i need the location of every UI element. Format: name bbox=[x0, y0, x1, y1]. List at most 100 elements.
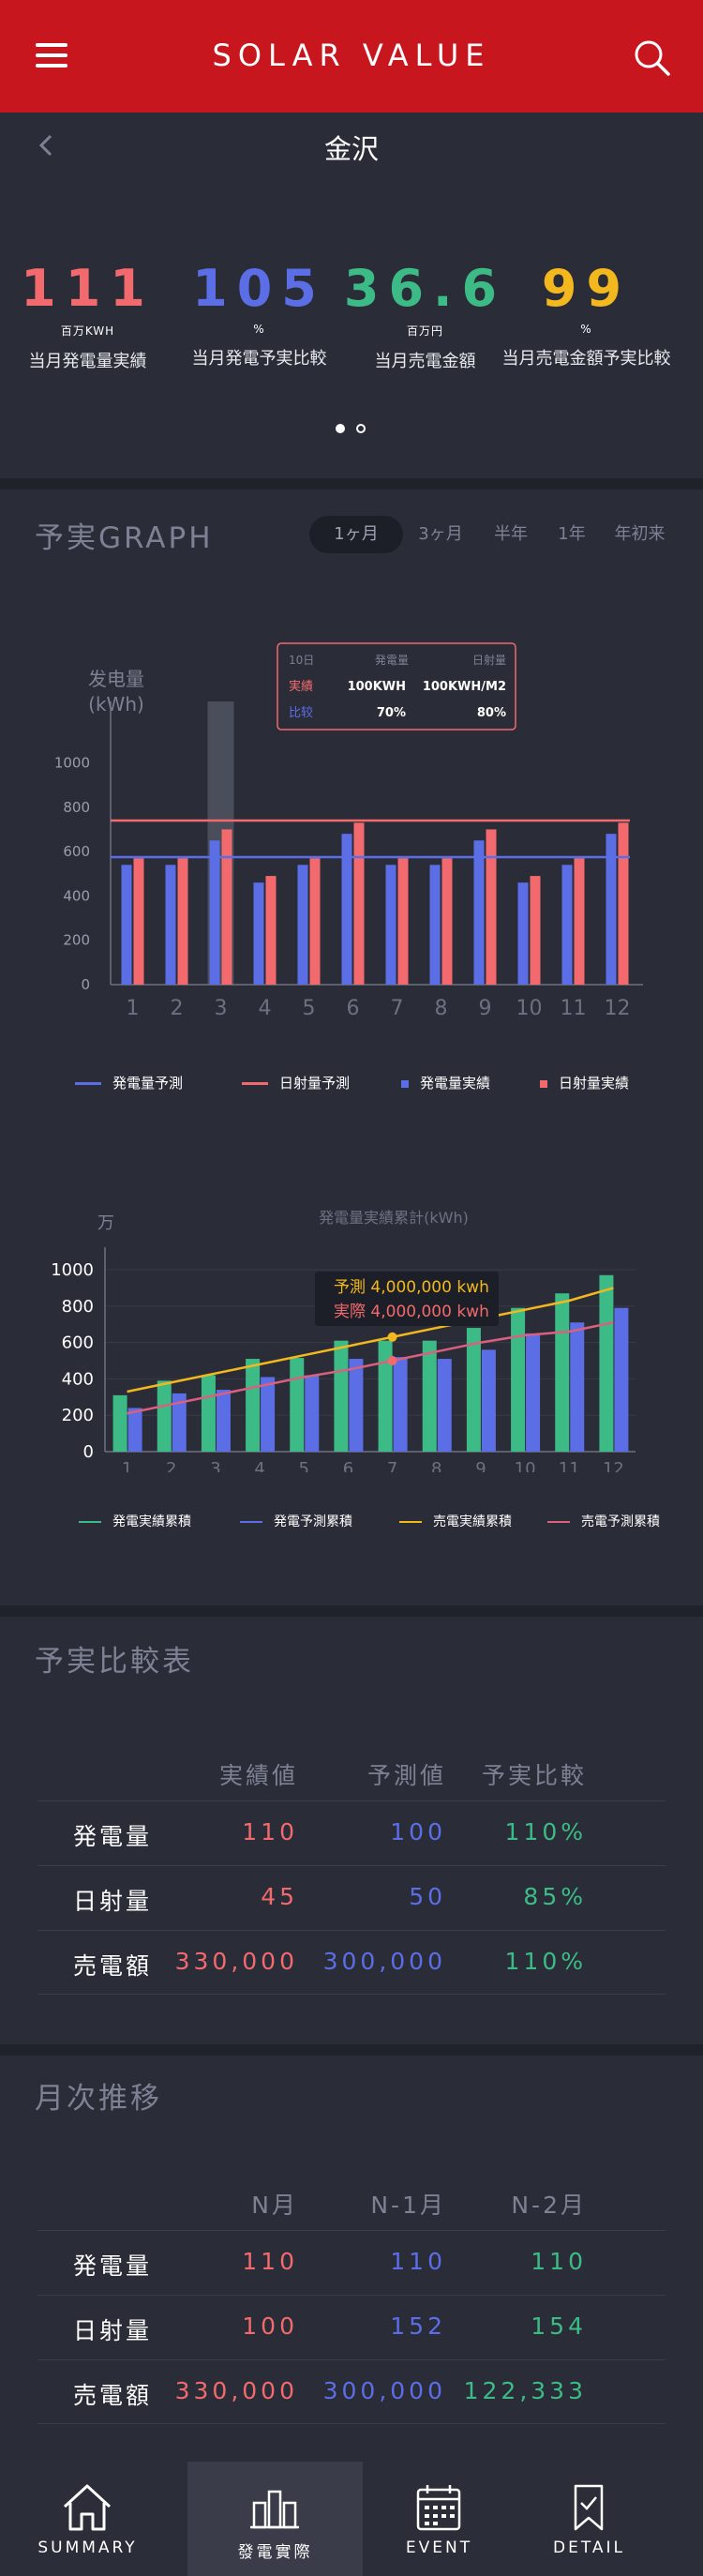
n-month-value: 330,000 bbox=[174, 2377, 298, 2404]
row-label: 売電額 bbox=[73, 1952, 153, 1980]
x-tick-label: 11 bbox=[561, 997, 587, 1020]
bar-発電量実績 bbox=[341, 834, 352, 985]
y-axis-label: 发电量 bbox=[88, 668, 144, 690]
bar-発電量実績 bbox=[429, 865, 441, 985]
nav-detail[interactable]: DETAIL bbox=[501, 2462, 677, 2576]
bar-日射量実績 bbox=[574, 858, 585, 985]
x-tick-label: 11 bbox=[559, 1459, 580, 1472]
x-tick-label: 10 bbox=[515, 1459, 536, 1472]
bar-発電量実績 bbox=[473, 840, 485, 985]
n-month-value: 110 bbox=[242, 2248, 298, 2275]
bar-日射量実績 bbox=[309, 858, 321, 985]
bar-発電量実績 bbox=[517, 882, 529, 985]
x-tick-label: 2 bbox=[166, 1459, 176, 1472]
n1-month-value: 152 bbox=[390, 2312, 446, 2340]
actual-value: 110 bbox=[242, 1818, 298, 1845]
x-tick-label: 5 bbox=[299, 1459, 309, 1472]
bar-発電実績累積 bbox=[157, 1380, 172, 1452]
x-tick-label: 4 bbox=[259, 997, 272, 1020]
y-tick-label: 600 bbox=[63, 843, 90, 860]
forecast-value: 50 bbox=[409, 1883, 446, 1910]
monthly-section-title: 月次推移 bbox=[35, 2082, 162, 2116]
tab-1-year[interactable]: 1年 bbox=[558, 524, 586, 544]
y-tick-label: 1000 bbox=[51, 1260, 94, 1280]
y-tick-label: 0 bbox=[83, 1442, 94, 1462]
tooltip-value: 80% bbox=[477, 706, 506, 720]
pager-dot-active[interactable] bbox=[336, 424, 345, 433]
comparison-table: 実績値 予測値 予実比較 発電量 110 100 110% 日射量 45 50 … bbox=[37, 1744, 666, 1995]
bar-発電量実績 bbox=[209, 840, 220, 985]
tab-1-month[interactable]: 1ヶ月 bbox=[309, 516, 403, 553]
bar-日射量実績 bbox=[265, 876, 277, 985]
pager-dot[interactable] bbox=[356, 424, 366, 433]
chart1-legend: 発電量予測 日射量予測 発電量実績 日射量実績 bbox=[0, 1069, 703, 1097]
chart-title: 発電量実績累計(kWh) bbox=[319, 1209, 469, 1227]
tooltip-marker bbox=[387, 1332, 397, 1342]
carousel-pager bbox=[332, 424, 373, 435]
bar-発電予測累積 bbox=[305, 1375, 320, 1452]
x-tick-label: 6 bbox=[347, 997, 360, 1020]
line-売電予測累積 bbox=[127, 1321, 614, 1415]
nav-generation-actual[interactable]: 發電實際 bbox=[187, 2462, 363, 2576]
chevron-left-icon[interactable] bbox=[32, 131, 60, 159]
table-row: 売電額 330,000 300,000 122,333 bbox=[37, 2359, 666, 2424]
ratio-value: 110% bbox=[504, 1948, 587, 1975]
n1-month-value: 110 bbox=[390, 2248, 446, 2275]
x-tick-label: 7 bbox=[387, 1459, 397, 1472]
period-tabs: 1ヶ月 3ヶ月 半年 1年 年初来 bbox=[309, 516, 680, 553]
bar-発電量実績 bbox=[253, 882, 264, 985]
kpi-value: 36.6 bbox=[343, 259, 507, 318]
bar-発電量実績 bbox=[385, 865, 396, 985]
tab-half-year[interactable]: 半年 bbox=[494, 524, 528, 544]
bar-発電量実績 bbox=[561, 865, 573, 985]
bar-発電実績累積 bbox=[599, 1274, 614, 1452]
tooltip-row: 予測 4,000,000 kwh bbox=[334, 1278, 489, 1297]
bar-発電予測累積 bbox=[127, 1408, 142, 1452]
section-divider bbox=[0, 1605, 703, 1617]
nav-event[interactable]: EVENT bbox=[352, 2462, 527, 2576]
column-header: N-1月 bbox=[370, 2192, 446, 2219]
nav-label: DETAIL bbox=[552, 2538, 625, 2557]
tooltip-header: 日射量 bbox=[472, 653, 506, 667]
kpi-label: 当月売電金額 bbox=[374, 352, 476, 371]
bar-発電実績累積 bbox=[422, 1340, 437, 1452]
bar-発電量実績 bbox=[606, 834, 617, 985]
tab-year-to-date[interactable]: 年初来 bbox=[614, 524, 666, 544]
bar-日射量実績 bbox=[441, 858, 453, 985]
n2-month-value: 122,333 bbox=[463, 2377, 587, 2404]
x-tick-label: 8 bbox=[435, 997, 448, 1020]
bar-日射量実績 bbox=[397, 858, 409, 985]
x-tick-label: 3 bbox=[215, 997, 228, 1020]
chart2-tooltip: 予測 4,000,000 kwh 実際 4,000,000 kwh bbox=[315, 1272, 499, 1326]
tooltip-value: 100KWH bbox=[348, 680, 406, 694]
hamburger-menu-icon[interactable] bbox=[36, 43, 67, 68]
n2-month-value: 110 bbox=[531, 2248, 587, 2275]
kpi-value: 105 bbox=[192, 259, 326, 318]
solar-station-icon bbox=[250, 2490, 299, 2529]
column-header: 実績値 bbox=[218, 1762, 298, 1789]
bar-発電実績累積 bbox=[378, 1340, 393, 1452]
nav-summary[interactable]: SUMMARY bbox=[0, 2462, 175, 2576]
search-icon[interactable] bbox=[632, 38, 673, 79]
nav-label: EVENT bbox=[405, 2538, 473, 2557]
row-label: 発電量 bbox=[73, 1823, 153, 1850]
kpi-unit: % bbox=[580, 323, 592, 336]
bar-発電実績累積 bbox=[555, 1293, 570, 1452]
x-tick-label: 4 bbox=[254, 1459, 264, 1472]
legend-item: 日射量実績 bbox=[540, 1069, 629, 1097]
comparison-section-title: 予実比較表 bbox=[35, 1645, 194, 1679]
bar-発電量実績 bbox=[297, 865, 308, 985]
x-tick-label: 9 bbox=[479, 997, 492, 1020]
row-label: 売電額 bbox=[73, 2382, 153, 2409]
tab-3-months[interactable]: 3ヶ月 bbox=[418, 524, 463, 544]
bar-発電予測累積 bbox=[570, 1322, 585, 1452]
legend-item: 売電予測累積 bbox=[547, 1508, 660, 1536]
actual-value: 45 bbox=[261, 1883, 298, 1910]
y-tick-label: 800 bbox=[62, 1297, 94, 1317]
calendar-icon bbox=[416, 2485, 461, 2531]
bar-発電実績累積 bbox=[246, 1359, 261, 1452]
kpi-label: 当月発電予実比較 bbox=[191, 349, 327, 369]
bar-日射量実績 bbox=[221, 829, 232, 985]
chart1-tooltip: 10日 発電量 日射量実績 100KWH 100KWH/M2 比较 70% 80% bbox=[277, 642, 516, 731]
